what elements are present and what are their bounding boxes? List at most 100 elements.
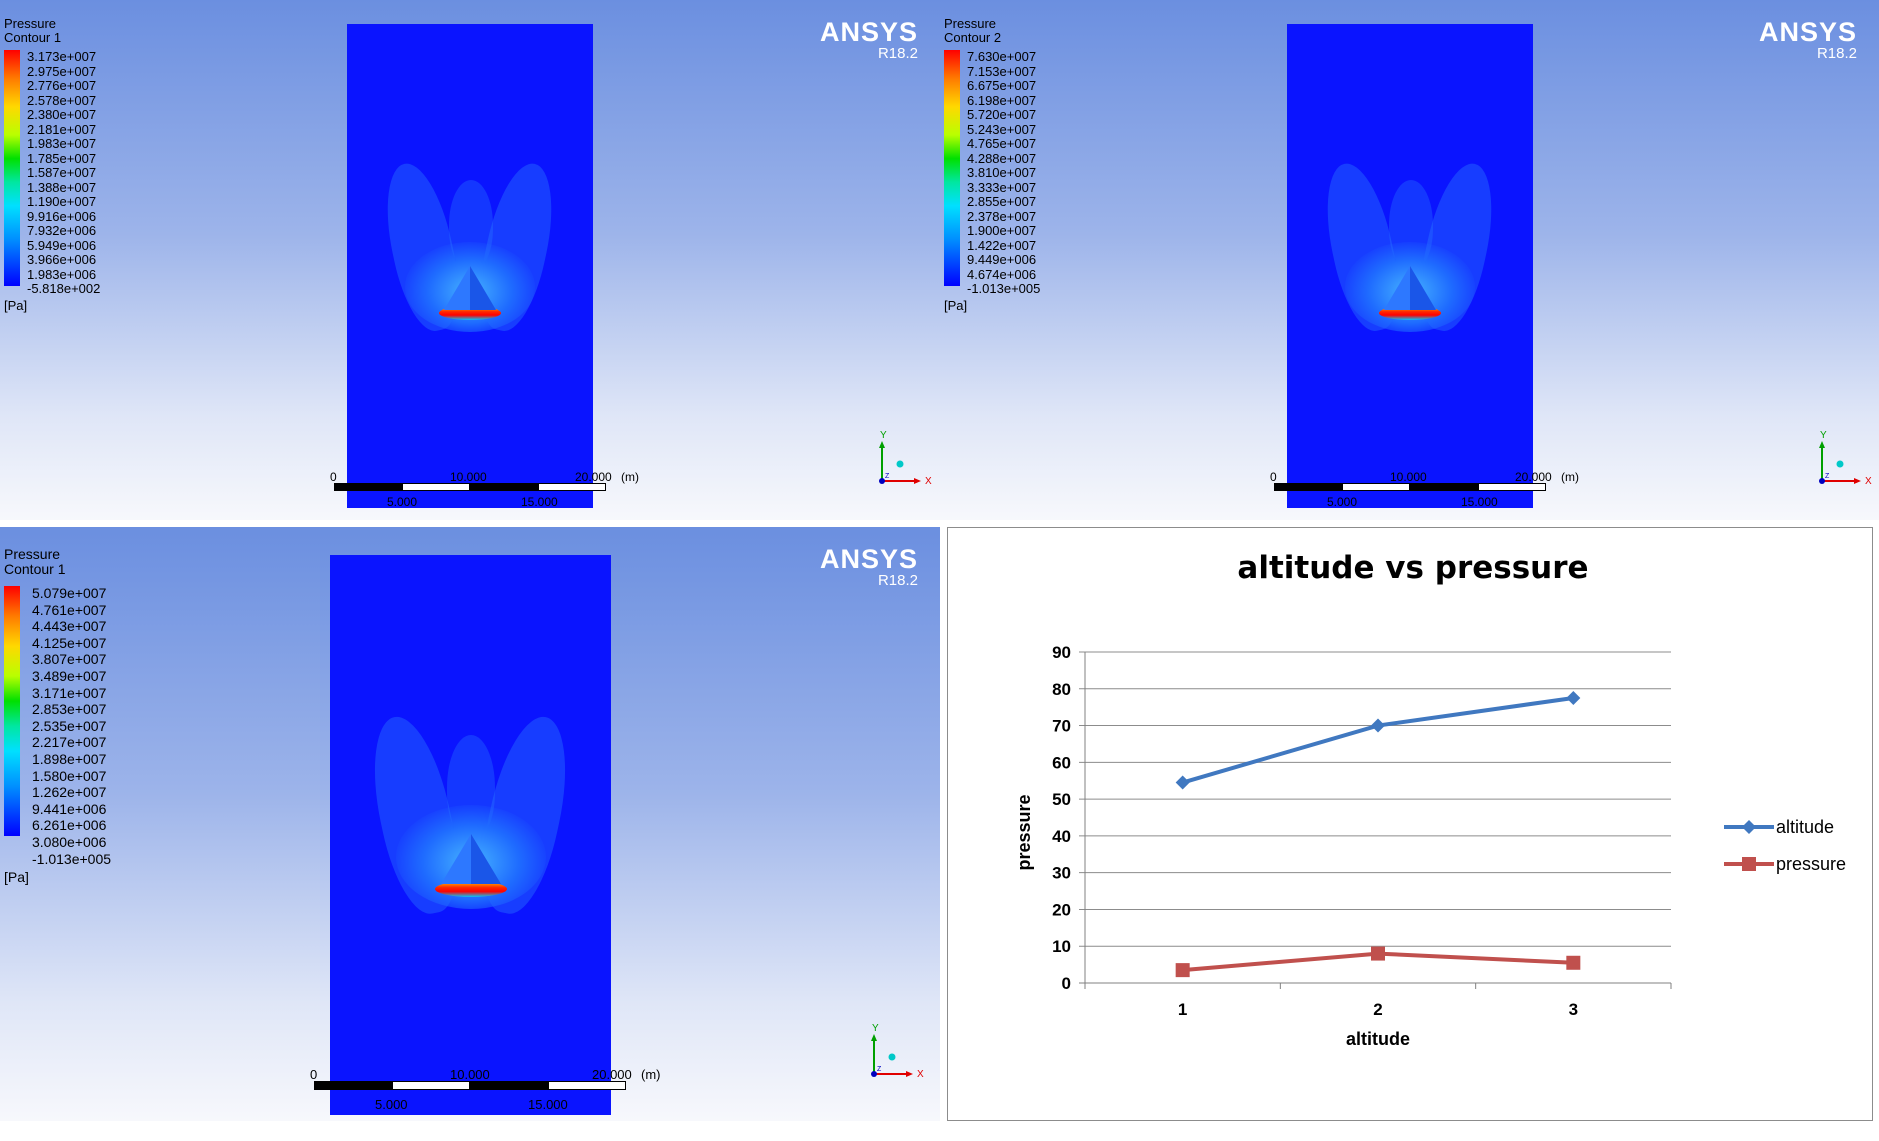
chart-title: altitude vs pressure <box>1237 550 1588 586</box>
unit-label: [Pa] <box>4 298 28 313</box>
legend-level-label: 1.983e+007 <box>27 136 97 151</box>
legend-level-label: 3.489e+007 <box>32 667 107 684</box>
svg-text:Y: Y <box>1820 430 1827 441</box>
legend-level-label: 2.776e+007 <box>27 78 97 93</box>
svg-text:Y: Y <box>872 1023 879 1034</box>
legend-level-label: 4.125e+007 <box>32 634 107 651</box>
y-tick-label: 20 <box>1052 900 1071 919</box>
contour-panel-3: Pressure Contour 1 5.079e+007 4.761e+007 4.… <box>0 527 940 1121</box>
stagnation-region <box>435 881 507 897</box>
y-tick-label: 50 <box>1052 790 1071 809</box>
legend-level-label: 2.181e+007 <box>27 121 97 137</box>
legend-title: Pressure Contour 2 <box>944 16 1002 45</box>
contour-panel-1: Pressure Contour 1 3.173e+007 2.975e+007 2.… <box>0 0 940 520</box>
unit-label: [Pa] <box>944 298 968 313</box>
flow-domain <box>347 24 593 508</box>
legend-level-label: 2.578e+007 <box>27 92 97 108</box>
legend-level-label: 9.441e+006 <box>32 800 107 817</box>
data-point-altitude <box>1371 718 1385 733</box>
y-tick-label: 70 <box>1052 717 1071 736</box>
svg-text:Z: Z <box>877 1066 882 1073</box>
axis-triad: Y X Z <box>1819 430 1872 487</box>
legend-level-label: 6.198e+007 <box>967 92 1037 108</box>
x-axis-label: altitude <box>1346 1029 1410 1049</box>
svg-text:Z: Z <box>1825 473 1830 480</box>
legend-level-label: 9.449e+006 <box>967 252 1037 267</box>
legend-level-label: 3.333e+007 <box>967 179 1037 195</box>
scale-bar: 0 10.000 20.000 (m) 5.000 15.000 <box>1270 470 1579 509</box>
legend-title: Pressure Contour 1 <box>4 16 62 45</box>
axis-triad: Y X Z <box>879 430 932 487</box>
legend-swatch-marker <box>1742 820 1756 834</box>
x-tick-label: 3 <box>1569 1000 1578 1019</box>
data-point-altitude <box>1175 775 1190 790</box>
x-tick-label: 1 <box>1178 1000 1187 1019</box>
legend-level-label: 5.079e+007 <box>32 585 107 601</box>
legend-levels: 3.173e+007 2.975e+007 2.776e+007 2.578e+007… <box>27 49 101 297</box>
ansys-logo: ANSYS R18.2 <box>1758 17 1857 62</box>
legend-level-label: 2.217e+007 <box>32 734 107 751</box>
y-tick-label: 10 <box>1052 937 1071 956</box>
axis-triad: Y X Z <box>871 1023 924 1080</box>
svg-text:X: X <box>925 476 932 487</box>
y-tick-label: 80 <box>1052 680 1071 699</box>
legend-level-label: 7.153e+007 <box>967 63 1037 79</box>
legend-levels: 5.079e+007 4.761e+007 4.443e+007 4.125e+007… <box>32 585 111 867</box>
legend-title: Pressure Contour 1 <box>4 546 66 577</box>
svg-text:Z: Z <box>885 473 890 480</box>
legend-level-label: 3.080e+006 <box>32 833 107 850</box>
legend-level-label: 6.675e+007 <box>967 78 1037 93</box>
legend-level-label: 2.975e+007 <box>27 63 97 79</box>
contour-panel-2: Pressure Contour 2 7.630e+007 7.153e+007 6.… <box>940 0 1879 520</box>
y-tick-label: 0 <box>1062 974 1071 993</box>
legend-level-label: 6.261e+006 <box>32 817 107 834</box>
legend-level-label: 1.900e+007 <box>967 223 1037 238</box>
legend-level-label: 1.983e+006 <box>27 266 97 282</box>
legend-level-label: 1.898e+007 <box>32 750 107 767</box>
ansys-logo: ANSYS R18.2 <box>819 544 918 589</box>
color-legend-bar <box>944 50 960 286</box>
y-tick-label: 30 <box>1052 864 1071 883</box>
legend-level-label: 4.765e+007 <box>967 136 1037 151</box>
legend-level-label: 1.422e+007 <box>967 237 1037 253</box>
data-point-altitude <box>1566 690 1581 705</box>
legend-level-label: -1.013e+005 <box>967 281 1041 296</box>
legend-level-label: -1.013e+005 <box>32 850 112 867</box>
legend-level-label: -5.818e+002 <box>27 281 101 296</box>
legend-level-label: 4.761e+007 <box>32 601 107 618</box>
data-point-pressure <box>1371 946 1385 961</box>
flow-domain <box>330 555 611 1115</box>
color-legend-bar <box>4 586 20 836</box>
unit-label: [Pa] <box>4 869 29 885</box>
legend-level-label: 3.966e+006 <box>27 252 97 267</box>
legend-level-label: 2.853e+007 <box>32 701 107 718</box>
legend-level-label: 7.932e+006 <box>27 223 97 238</box>
svg-text:Y: Y <box>880 430 887 441</box>
ansys-logo: ANSYS R18.2 <box>819 17 918 62</box>
legend-level-label: 3.807e+007 <box>32 651 107 668</box>
scale-bar: 0 10.000 20.000 (m) 5.000 15.000 <box>310 1067 661 1112</box>
legend-level-label: 4.443e+007 <box>32 618 107 635</box>
data-point-pressure <box>1175 963 1190 978</box>
svg-text:X: X <box>1865 476 1872 487</box>
legend-levels: 7.630e+007 7.153e+007 6.675e+007 6.198e+007… <box>967 49 1041 297</box>
series-line-altitude <box>1182 695 1574 785</box>
legend-level-label: 5.949e+006 <box>27 237 97 253</box>
legend-level-label: 3.173e+007 <box>27 49 97 64</box>
legend-level-label: 2.380e+007 <box>27 107 97 122</box>
legend-level-label: 4.288e+007 <box>967 150 1037 166</box>
scale-bar: 0 10.000 20.000 (m) 5.000 15.000 <box>330 470 639 509</box>
legend-level-label: 1.262e+007 <box>32 784 107 801</box>
line-chart-panel: altitude vs pressure 0 10 20 30 40 50 60 70 80 90 1… <box>947 527 1873 1121</box>
legend-level-label: 3.810e+007 <box>967 165 1037 180</box>
flow-domain <box>1287 24 1533 508</box>
y-tick-label: 90 <box>1052 643 1071 662</box>
legend-swatch-marker <box>1742 857 1756 871</box>
line-chart: altitude vs pressure 0 10 20 30 40 50 60 70 80 90 1… <box>1014 550 1846 1049</box>
legend-level-label: 5.243e+007 <box>967 121 1037 137</box>
y-tick-label: 60 <box>1052 753 1071 772</box>
legend-level-label: 2.378e+007 <box>967 208 1037 224</box>
legend-level-label: 5.720e+007 <box>967 107 1037 122</box>
svg-text:X: X <box>917 1069 924 1080</box>
data-point-pressure <box>1566 955 1581 970</box>
